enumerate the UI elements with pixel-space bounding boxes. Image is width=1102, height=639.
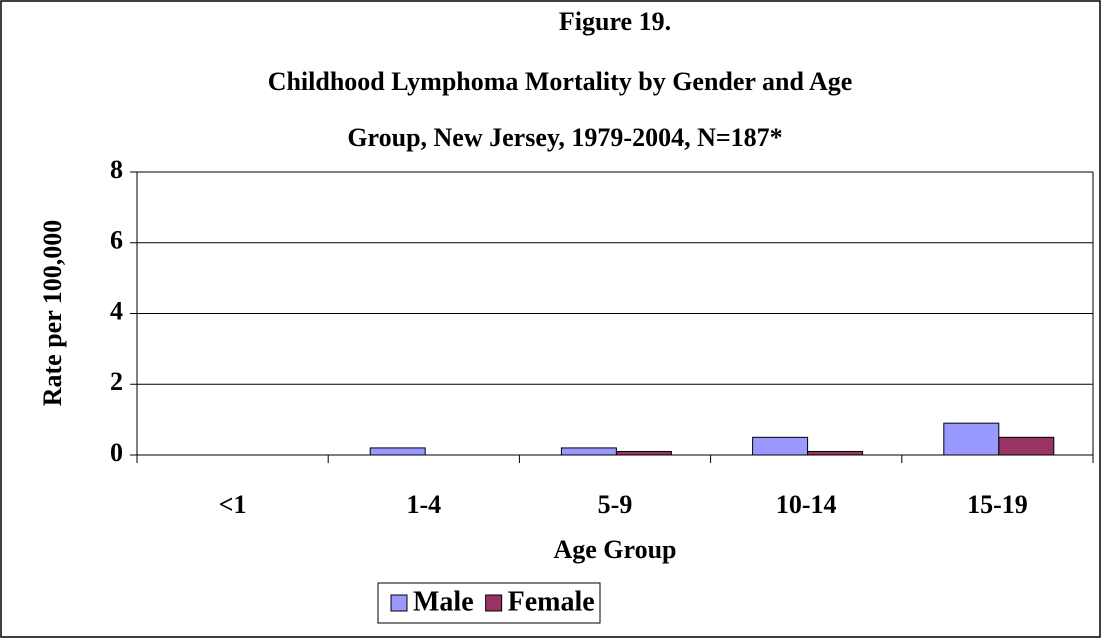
- legend-swatch: [485, 594, 503, 612]
- legend-swatch: [390, 594, 408, 612]
- x-tick-label: 15-19: [967, 490, 1028, 519]
- bar: [615, 450, 672, 456]
- bar: [998, 436, 1055, 456]
- bar: [369, 447, 426, 456]
- bar: [807, 450, 864, 456]
- x-tick-label: 5-9: [598, 490, 633, 519]
- x-axis-title: Age Group: [553, 535, 676, 564]
- legend-label: Female: [508, 586, 595, 617]
- chart-title: Childhood Lymphoma Mortality by Gender a…: [268, 67, 853, 96]
- x-tick-label: 10-14: [776, 490, 837, 519]
- bar: [752, 436, 809, 456]
- y-tick-label: 6: [110, 226, 123, 255]
- legend-label: Male: [413, 586, 474, 617]
- bar: [560, 447, 617, 456]
- y-tick-label: 8: [110, 155, 123, 184]
- y-tick-label: 2: [110, 367, 123, 396]
- chart-title: Figure 19.: [559, 7, 671, 36]
- x-tick-label: 1-4: [406, 490, 441, 519]
- chart-title: Group, New Jersey, 1979-2004, N=187*: [347, 123, 782, 152]
- y-tick-label: 4: [110, 296, 123, 325]
- bar: [943, 422, 1000, 456]
- y-axis-title: Rate per 100,000: [38, 220, 67, 407]
- x-tick-label: <1: [219, 490, 247, 519]
- y-tick-label: 0: [110, 438, 123, 467]
